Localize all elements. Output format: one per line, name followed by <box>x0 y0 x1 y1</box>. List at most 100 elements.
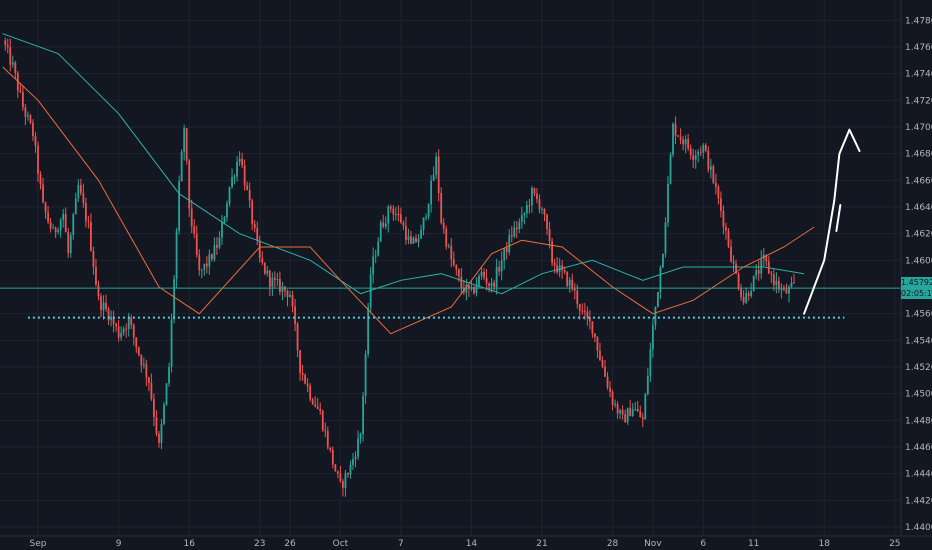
candle-body <box>626 408 629 423</box>
candle-body <box>306 383 309 386</box>
candle-body <box>667 183 669 223</box>
candle-body <box>573 288 576 291</box>
candle-body <box>359 433 362 439</box>
candle-body <box>775 280 778 286</box>
candle-body <box>268 270 271 287</box>
candle-body <box>750 290 753 296</box>
candle-body <box>37 145 39 174</box>
candle-body <box>77 185 80 199</box>
candle-body <box>263 262 266 274</box>
candle-body <box>435 156 438 175</box>
price-tick-label: 1.45000 <box>905 390 932 400</box>
candle-body <box>684 139 687 145</box>
candle-body <box>669 154 672 184</box>
candle-body <box>709 166 712 170</box>
candle-body <box>788 286 790 294</box>
candle-body <box>732 261 735 264</box>
candle-body <box>188 160 191 209</box>
candle-body <box>205 263 208 267</box>
candlestick-series[interactable] <box>4 37 795 497</box>
candle-body <box>372 256 375 275</box>
candle-body <box>465 284 468 293</box>
candle-body <box>47 212 49 222</box>
candle-body <box>556 265 559 273</box>
candle-body <box>276 278 279 280</box>
candle-body <box>563 270 566 272</box>
candle-body <box>752 275 755 291</box>
price-tick-label: 1.44400 <box>905 470 932 480</box>
candle-body <box>427 204 430 217</box>
candle-body <box>639 411 642 418</box>
arrow-stroke[interactable] <box>803 128 861 315</box>
candle-body <box>735 263 737 274</box>
candle-body <box>279 278 281 292</box>
candle-body <box>183 128 186 152</box>
time-tick-label: Oct <box>333 539 349 549</box>
candle-body <box>772 274 775 286</box>
candle-body <box>115 323 118 327</box>
candle-body <box>699 151 702 153</box>
drawn-arrow[interactable] <box>803 128 861 315</box>
candle-body <box>410 236 412 244</box>
candle-body <box>289 294 291 298</box>
candle-body <box>258 240 261 258</box>
candle-body <box>591 321 594 334</box>
price-tick-label: 1.47600 <box>905 43 932 53</box>
candle-body <box>571 279 574 289</box>
candle-body <box>387 206 390 224</box>
candle-body <box>594 333 596 338</box>
time-tick-label: 18 <box>819 539 831 549</box>
candle-body <box>707 150 710 170</box>
time-axis[interactable]: Sep 9 16 23 26 Oct 7 14 21 28 Nov 6 11 18 25 <box>30 539 901 549</box>
candle-body <box>757 270 760 274</box>
candle-body <box>503 248 506 261</box>
candle-body <box>185 128 188 161</box>
price-tick-label: 1.46000 <box>905 256 932 266</box>
candle-body <box>588 317 591 322</box>
candle-body <box>578 304 581 311</box>
candle-body <box>389 206 392 209</box>
candle-body <box>747 293 750 296</box>
candle-body <box>649 349 652 376</box>
price-tick-label: 1.46800 <box>905 150 932 160</box>
candle-body <box>261 257 264 263</box>
candle-body <box>59 219 62 231</box>
candle-body <box>87 221 90 223</box>
candle-body <box>324 430 327 432</box>
candle-body <box>158 433 160 443</box>
candle-body <box>480 271 483 276</box>
time-tick-label: 23 <box>254 539 265 549</box>
ma-long-line <box>2 33 805 295</box>
candle-body <box>674 123 677 136</box>
candle-body <box>553 262 556 266</box>
candle-body <box>422 217 425 230</box>
candle-body <box>39 173 42 185</box>
candle-body <box>412 237 415 244</box>
candle-body <box>397 213 400 215</box>
candle-body <box>316 406 319 409</box>
candle-body <box>69 234 72 253</box>
candle-body <box>342 481 344 488</box>
price-tick-label: 1.46400 <box>905 203 932 213</box>
candle-body <box>271 277 274 287</box>
candle-body <box>430 180 433 205</box>
candle-body <box>100 296 102 311</box>
time-tick-label: 9 <box>116 539 122 549</box>
price-axis[interactable]: 1.47800 1.47600 1.47400 1.47200 1.47000 1.468… <box>905 16 932 533</box>
candle-body <box>286 290 289 298</box>
candle-body <box>520 215 523 222</box>
candle-body <box>546 214 548 230</box>
candle-body <box>455 265 458 270</box>
candle-body <box>190 208 193 227</box>
candle-body <box>54 227 57 232</box>
candle-body <box>213 244 216 260</box>
candle-body <box>21 92 24 108</box>
bar-countdown-tag: 02:05:11 <box>901 288 932 299</box>
candle-body <box>641 417 644 420</box>
candle-body <box>226 203 228 218</box>
candle-body <box>79 185 82 193</box>
candle-body <box>223 217 226 223</box>
candle-body <box>581 310 584 312</box>
